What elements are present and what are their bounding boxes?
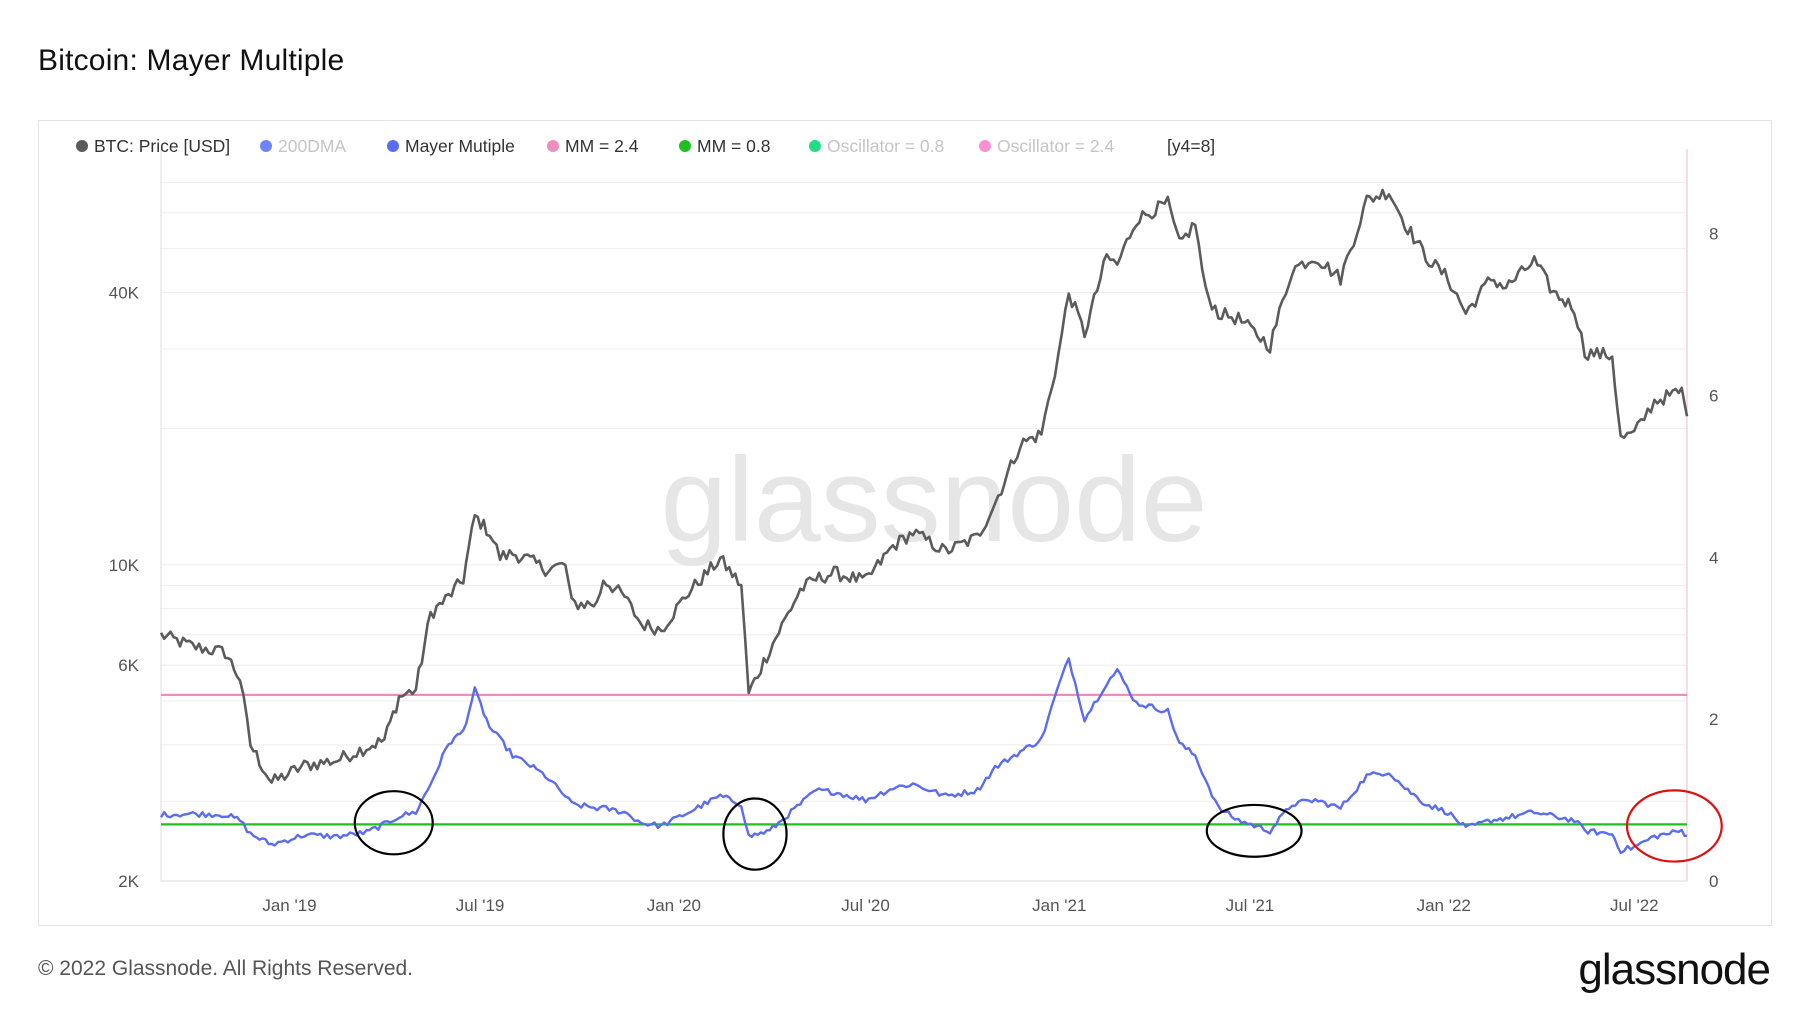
watermark-text: glassnode xyxy=(660,433,1207,567)
legend-item-label[interactable]: Oscillator = 2.4 xyxy=(997,136,1114,156)
chart-frame: glassnode 2K 6K 10K 40K 0 2 4 6 8 Jan '19 Jul '19 Ja… xyxy=(38,120,1772,926)
highlight-ellipse xyxy=(353,790,434,856)
glassnode-logo[interactable]: glassnode xyxy=(1578,945,1771,994)
y-left-tick-label: 10K xyxy=(109,556,140,575)
legend-item-label[interactable]: BTC: Price [USD] xyxy=(94,136,230,156)
y-right-tick-label: 0 xyxy=(1709,872,1718,891)
highlight-ellipse-red xyxy=(1625,789,1723,863)
legend-marker xyxy=(809,140,821,152)
x-tick-label: Jul '19 xyxy=(456,896,505,915)
y-right-tick-label: 4 xyxy=(1709,548,1718,567)
highlight-ellipse xyxy=(722,797,788,871)
y-left-tick-label: 6K xyxy=(118,656,139,675)
legend-item-label[interactable]: 200DMA xyxy=(278,136,346,156)
x-tick-label: Jan '21 xyxy=(1032,896,1086,915)
highlight-ellipse xyxy=(1205,803,1303,858)
x-tick-label: Jul '22 xyxy=(1610,896,1659,915)
y-right-tick-label: 8 xyxy=(1709,225,1718,244)
legend-marker xyxy=(76,140,88,152)
y-right-tick-label: 2 xyxy=(1709,710,1718,729)
legend-marker xyxy=(260,140,272,152)
x-tick-label: Jan '19 xyxy=(262,896,316,915)
y-left-tick-label: 2K xyxy=(118,872,139,891)
legend-item-label[interactable]: Oscillator = 0.8 xyxy=(827,136,944,156)
mayer-multiple-line xyxy=(159,657,1688,855)
legend-item-label[interactable]: Mayer Mutiple xyxy=(405,136,515,156)
copyright-text: © 2022 Glassnode. All Rights Reserved. xyxy=(38,957,414,980)
x-tick-label: Jan '22 xyxy=(1417,896,1471,915)
x-tick-label: Jan '20 xyxy=(647,896,701,915)
page-title: Bitcoin: Mayer Multiple xyxy=(38,44,345,77)
x-tick-label: Jul '20 xyxy=(841,896,890,915)
legend-marker xyxy=(387,140,399,152)
legend-item-label[interactable]: MM = 0.8 xyxy=(697,136,770,156)
y-left-tick-label: 40K xyxy=(109,283,140,302)
legend-item-label[interactable]: [y4=8] xyxy=(1167,136,1215,156)
chart-svg: glassnode 2K 6K 10K 40K 0 2 4 6 8 Jan '19 Jul '19 Ja… xyxy=(76,136,1723,915)
btc-price-line xyxy=(159,188,1689,784)
legend-marker xyxy=(679,140,691,152)
legend-marker xyxy=(547,140,559,152)
legend-marker xyxy=(979,140,991,152)
legend-item-label[interactable]: MM = 2.4 xyxy=(565,136,639,156)
y-right-tick-label: 6 xyxy=(1709,387,1718,406)
x-tick-label: Jul '21 xyxy=(1226,896,1275,915)
